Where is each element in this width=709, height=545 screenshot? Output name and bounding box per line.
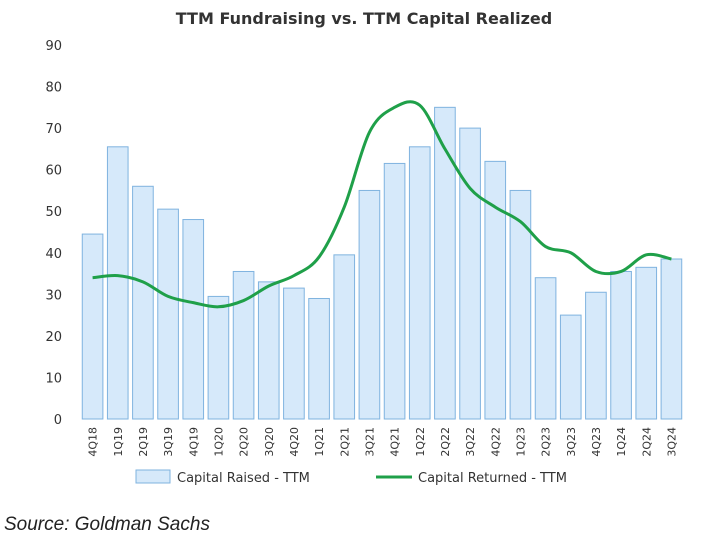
bar-1Q19 <box>106 146 129 420</box>
bar-4Q19 <box>182 219 205 420</box>
bar-4Q21 <box>383 162 406 420</box>
bar-4Q22 <box>484 160 507 420</box>
y-tick-label: 0 <box>54 413 62 428</box>
y-tick-label: 20 <box>45 330 62 345</box>
x-tick-label: 4Q21 <box>389 427 402 457</box>
y-tick-label: 50 <box>45 205 62 220</box>
bar-1Q24 <box>610 270 632 420</box>
bar-1Q20 <box>207 295 230 420</box>
bar-4Q20 <box>283 287 305 420</box>
bar-4Q23 <box>585 291 607 420</box>
bar-2Q19 <box>132 185 154 420</box>
line-series <box>92 100 672 309</box>
x-tick-label: 1Q19 <box>112 427 125 457</box>
bar-3Q23 <box>559 314 582 420</box>
chart-title: TTM Fundraising vs. TTM Capital Realized <box>176 9 552 28</box>
legend: Capital Raised - TTM Capital Returned - T… <box>135 469 567 486</box>
x-tick-label: 1Q23 <box>514 427 527 457</box>
x-tick-label: 2Q22 <box>439 427 452 457</box>
bar-1Q23 <box>509 189 532 420</box>
y-tick-label: 60 <box>45 164 62 179</box>
x-tick-label: 4Q18 <box>87 427 100 457</box>
x-tick-label: 3Q23 <box>565 427 578 457</box>
bar-2Q24 <box>635 266 658 420</box>
bar-1Q21 <box>308 297 330 420</box>
legend-label-capital-returned: Capital Returned - TTM <box>418 471 567 486</box>
bar-4Q18 <box>81 233 104 420</box>
y-tick-label: 40 <box>45 247 62 262</box>
y-tick-label: 70 <box>45 122 62 137</box>
bar-2Q20 <box>232 270 255 420</box>
legend-label-capital-raised: Capital Raised - TTM <box>177 471 310 486</box>
capital-returned-line <box>92 100 672 309</box>
x-tick-label: 3Q20 <box>263 427 276 457</box>
x-tick-label: 2Q20 <box>238 427 251 457</box>
y-tick-label: 80 <box>45 81 62 96</box>
bar-2Q21 <box>333 254 356 420</box>
y-tick-label: 10 <box>45 371 62 386</box>
x-tick-label: 1Q21 <box>313 427 326 457</box>
x-tick-label: 3Q22 <box>464 427 477 457</box>
x-tick-label: 3Q24 <box>665 427 678 457</box>
y-tick-label: 30 <box>45 288 62 303</box>
bar-2Q22 <box>434 106 456 420</box>
bar-series <box>81 106 683 420</box>
x-tick-label: 4Q23 <box>590 427 603 457</box>
x-tick-label: 3Q19 <box>162 427 175 457</box>
source-note: Source: Goldman Sachs <box>4 514 210 535</box>
bar-3Q22 <box>459 127 481 420</box>
x-tick-label: 2Q19 <box>137 427 150 457</box>
bar-3Q20 <box>257 281 280 420</box>
x-tick-label: 1Q20 <box>212 427 225 457</box>
x-tick-label: 4Q22 <box>489 427 502 457</box>
legend-swatch-bar <box>135 469 171 484</box>
bar-3Q24 <box>660 258 683 420</box>
x-tick-label: 4Q19 <box>187 427 200 457</box>
bar-1Q22 <box>408 146 431 420</box>
y-tick-label: 90 <box>45 39 62 54</box>
bar-3Q21 <box>358 189 381 420</box>
x-tick-label: 4Q20 <box>288 427 301 457</box>
y-axis: 0 10 20 30 40 50 60 70 80 90 <box>45 39 62 428</box>
bar-3Q19 <box>157 208 179 420</box>
x-tick-label: 1Q22 <box>414 427 427 457</box>
x-tick-label: 3Q21 <box>363 427 376 457</box>
x-tick-label: 1Q24 <box>615 427 628 457</box>
bar-2Q23 <box>534 277 557 420</box>
x-axis: 4Q18 1Q19 2Q19 3Q19 4Q19 1Q20 2Q20 3Q20 4Q20 1Q21… <box>87 427 679 457</box>
x-tick-label: 2Q21 <box>338 427 351 457</box>
x-tick-label: 2Q24 <box>640 427 653 457</box>
x-tick-label: 2Q23 <box>540 427 553 457</box>
